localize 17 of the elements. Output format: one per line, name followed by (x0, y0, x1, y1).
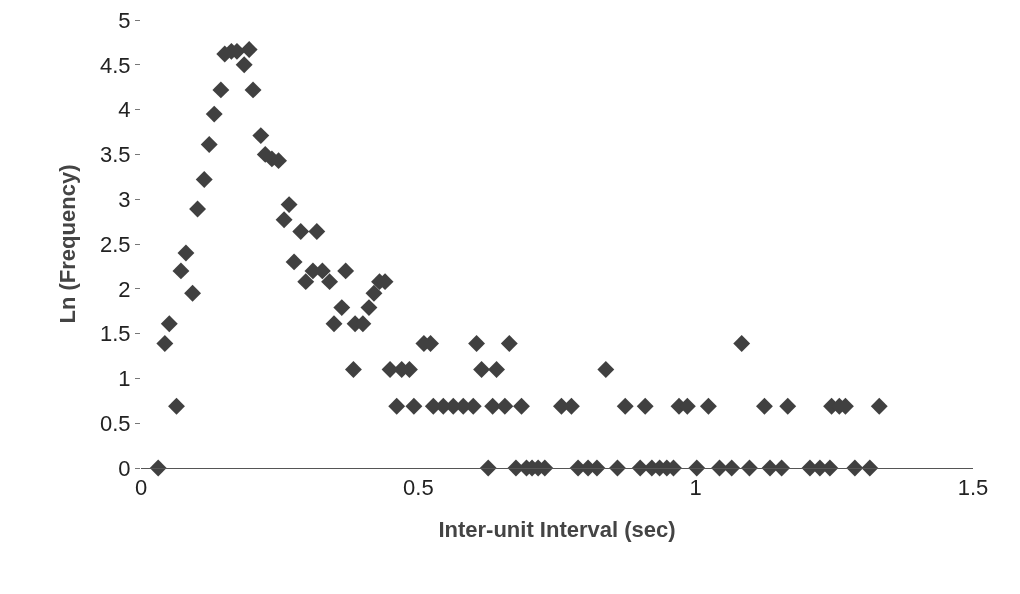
y-tick-label: 1 (118, 366, 131, 392)
y-tick-label: 4.5 (100, 52, 131, 78)
x-axis-title: Inter-unit Interval (sec) (438, 517, 676, 543)
y-tick-label: 3 (118, 186, 131, 212)
y-tick-label: 0 (118, 455, 131, 481)
y-tick-label: 5 (118, 7, 131, 33)
y-tick-label: 4 (118, 97, 131, 123)
x-tick-label: 1 (689, 475, 702, 501)
x-tick-label: 0 (134, 475, 148, 501)
x-tick-label: 0.5 (403, 475, 434, 501)
x-tick-label: 1.5 (957, 475, 989, 501)
y-tick-label: 1.5 (100, 321, 131, 347)
y-axis-title: Ln (Frequency) (54, 164, 80, 324)
y-tick-label: 2.5 (100, 231, 131, 257)
y-tick-label: 2 (118, 276, 131, 302)
y-tick-label: 3.5 (100, 142, 131, 168)
y-tick-label: 0.5 (100, 410, 131, 436)
